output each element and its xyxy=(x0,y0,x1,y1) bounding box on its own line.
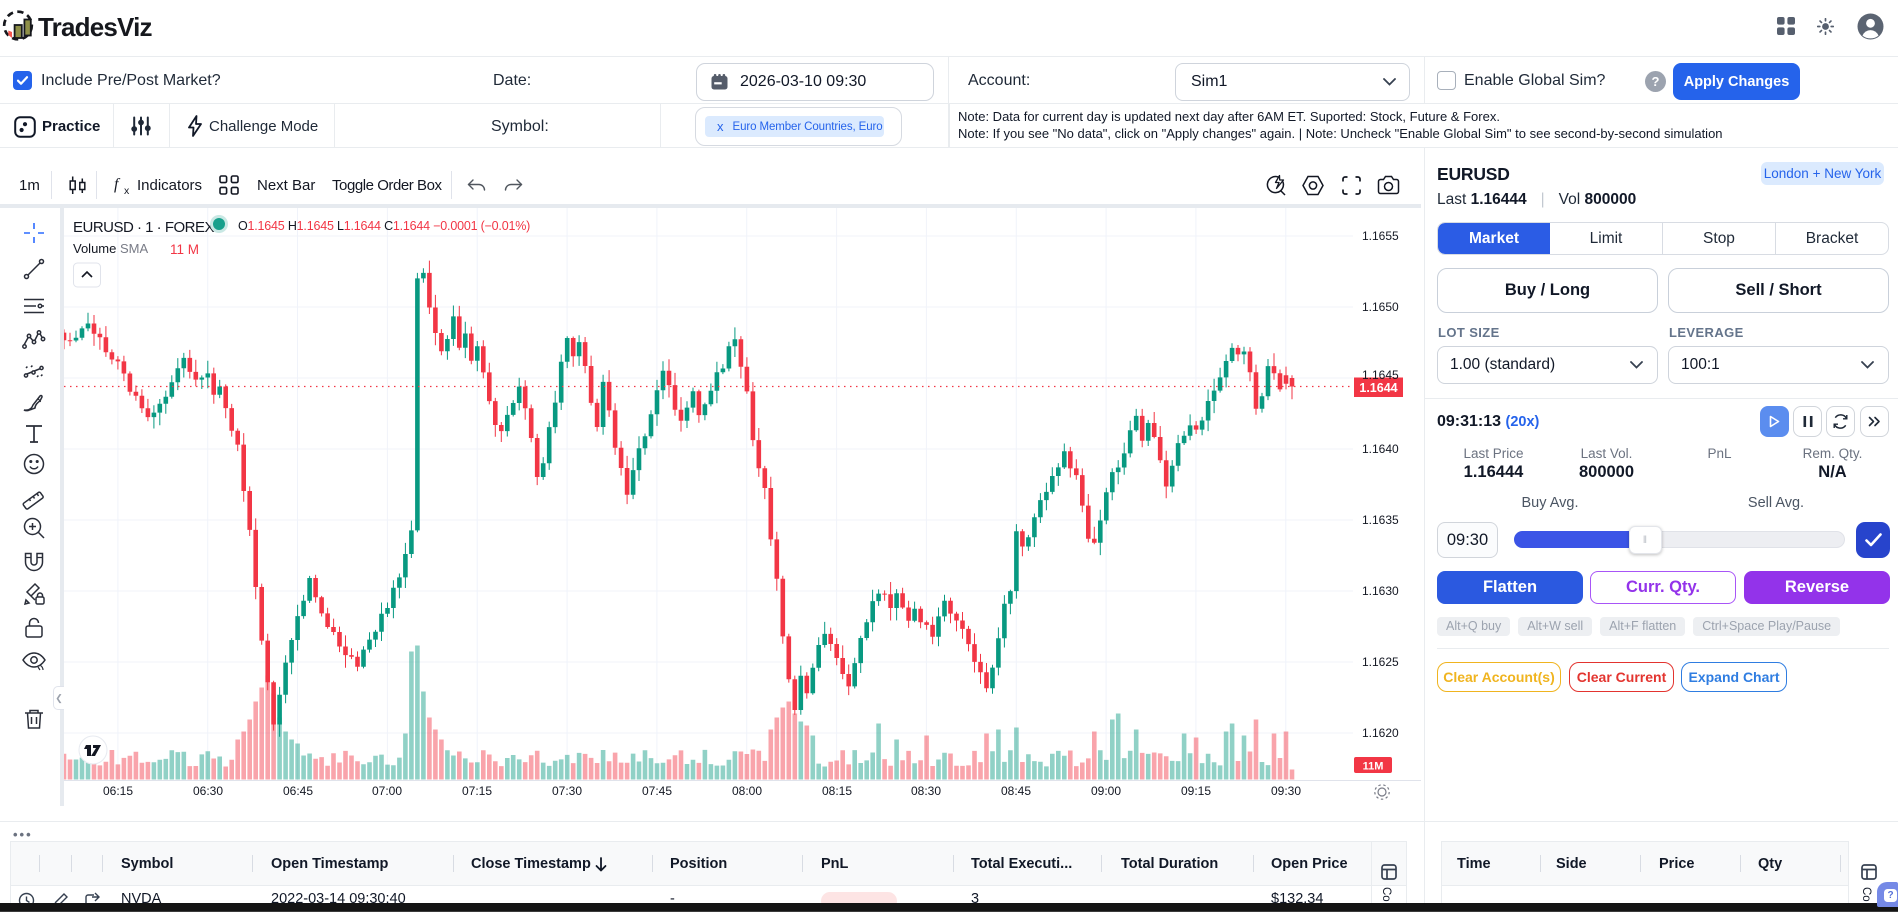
svg-text:1.1640: 1.1640 xyxy=(1362,442,1399,456)
svg-text:1.1655: 1.1655 xyxy=(1362,229,1399,243)
svg-text:08:45: 08:45 xyxy=(1001,784,1031,798)
svg-text:O1.1645 H1.1645 L1.1644 C1.164: O1.1645 H1.1645 L1.1644 C1.1644 −0.0001 … xyxy=(238,219,530,233)
svg-text:x: x xyxy=(124,185,130,197)
svg-text:07:00: 07:00 xyxy=(372,784,402,798)
svg-text:EURUSD · 1 · FOREX: EURUSD · 1 · FOREX xyxy=(73,219,215,236)
svg-text:08:00: 08:00 xyxy=(732,784,762,798)
svg-text:Volume: Volume xyxy=(73,241,116,256)
svg-text:06:30: 06:30 xyxy=(193,784,223,798)
svg-text:1.1650: 1.1650 xyxy=(1362,300,1399,314)
svg-text:08:30: 08:30 xyxy=(911,784,941,798)
svg-text:1.1630: 1.1630 xyxy=(1362,584,1399,598)
svg-text:1.1625: 1.1625 xyxy=(1362,655,1399,669)
svg-text:1.1620: 1.1620 xyxy=(1362,726,1399,740)
svg-text:07:30: 07:30 xyxy=(552,784,582,798)
svg-text:08:15: 08:15 xyxy=(822,784,852,798)
svg-text:f: f xyxy=(114,176,121,193)
svg-text:1.1644: 1.1644 xyxy=(1359,381,1397,395)
svg-text:11M: 11M xyxy=(1363,760,1384,772)
svg-text:09:30: 09:30 xyxy=(1271,784,1301,798)
svg-text:1.1635: 1.1635 xyxy=(1362,513,1399,527)
svg-text:07:45: 07:45 xyxy=(642,784,672,798)
svg-text:1.1645: 1.1645 xyxy=(1362,368,1399,382)
svg-text:09:00: 09:00 xyxy=(1091,784,1121,798)
svg-text:SMA: SMA xyxy=(120,241,149,256)
svg-text:09:15: 09:15 xyxy=(1181,784,1211,798)
svg-text:06:15: 06:15 xyxy=(103,784,133,798)
svg-text:06:45: 06:45 xyxy=(283,784,313,798)
svg-text:07:15: 07:15 xyxy=(462,784,492,798)
svg-text:11 M: 11 M xyxy=(170,242,199,257)
